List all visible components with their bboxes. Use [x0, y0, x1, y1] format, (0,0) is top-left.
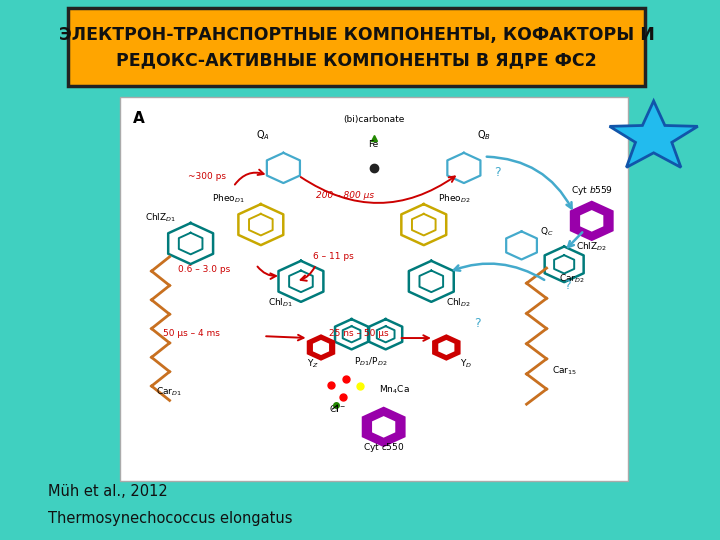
Text: Thermosynechococcus elongatus: Thermosynechococcus elongatus: [48, 511, 292, 526]
Text: Q$_C$: Q$_C$: [540, 225, 554, 238]
Polygon shape: [314, 341, 328, 354]
Text: Chl$_{D1}$: Chl$_{D1}$: [269, 297, 293, 309]
Text: A: A: [133, 111, 145, 126]
Text: ЭЛЕКТРОН-ТРАНСПОРТНЫЕ КОМПОНЕНТЫ, КОФАКТОРЫ И
РЕДОКС-АКТИВНЫЕ КОМПОНЕНТЫ В ЯДРЕ : ЭЛЕКТРОН-ТРАНСПОРТНЫЕ КОМПОНЕНТЫ, КОФАКТ…: [58, 26, 654, 69]
Text: 50 µs – 4 ms: 50 µs – 4 ms: [163, 329, 220, 338]
Text: Cl$^-$: Cl$^-$: [328, 403, 346, 414]
Text: Y$_Z$: Y$_Z$: [307, 357, 320, 370]
Polygon shape: [581, 211, 603, 231]
Text: Fe: Fe: [369, 140, 379, 149]
Text: ~300 ps: ~300 ps: [188, 172, 226, 181]
Polygon shape: [571, 202, 613, 240]
Text: Cyt $b$559: Cyt $b$559: [571, 184, 613, 197]
Text: 6 – 11 ps: 6 – 11 ps: [313, 252, 354, 261]
Text: ?: ?: [564, 279, 571, 292]
Text: ChlZ$_{D2}$: ChlZ$_{D2}$: [576, 240, 607, 253]
Polygon shape: [373, 417, 395, 436]
Text: ChlZ$_{D1}$: ChlZ$_{D1}$: [145, 212, 176, 224]
Polygon shape: [439, 341, 454, 354]
Text: Car$_{15}$: Car$_{15}$: [552, 365, 577, 377]
Text: ?: ?: [494, 165, 500, 179]
Text: Y$_D$: Y$_D$: [460, 357, 472, 370]
Text: Car$_{D2}$: Car$_{D2}$: [559, 272, 585, 285]
Text: Chl$_{D2}$: Chl$_{D2}$: [446, 297, 472, 309]
Text: Q$_B$: Q$_B$: [477, 127, 491, 141]
Text: 0.6 – 3.0 ps: 0.6 – 3.0 ps: [178, 265, 230, 274]
Polygon shape: [363, 408, 405, 446]
FancyBboxPatch shape: [120, 97, 628, 481]
Text: Pheo$_{D1}$: Pheo$_{D1}$: [212, 193, 245, 205]
Polygon shape: [308, 335, 334, 360]
Text: 25 ns – 50 µs: 25 ns – 50 µs: [328, 329, 388, 338]
Text: Pheo$_{D2}$: Pheo$_{D2}$: [438, 193, 470, 205]
Polygon shape: [433, 335, 459, 360]
Polygon shape: [610, 101, 698, 167]
Text: Car$_{D1}$: Car$_{D1}$: [156, 386, 181, 398]
FancyBboxPatch shape: [68, 8, 645, 86]
Text: P$_{D1}$/P$_{D2}$: P$_{D1}$/P$_{D2}$: [354, 355, 388, 368]
Text: ?: ?: [474, 316, 480, 330]
Text: Cyt $c$550: Cyt $c$550: [363, 441, 405, 454]
Text: (bi)carbonate: (bi)carbonate: [343, 115, 405, 124]
Text: Q$_A$: Q$_A$: [256, 127, 270, 141]
Text: 200 – 800 µs: 200 – 800 µs: [316, 191, 374, 200]
Text: Müh et al., 2012: Müh et al., 2012: [48, 484, 168, 500]
Text: Mn$_4$Ca: Mn$_4$Ca: [379, 384, 410, 396]
